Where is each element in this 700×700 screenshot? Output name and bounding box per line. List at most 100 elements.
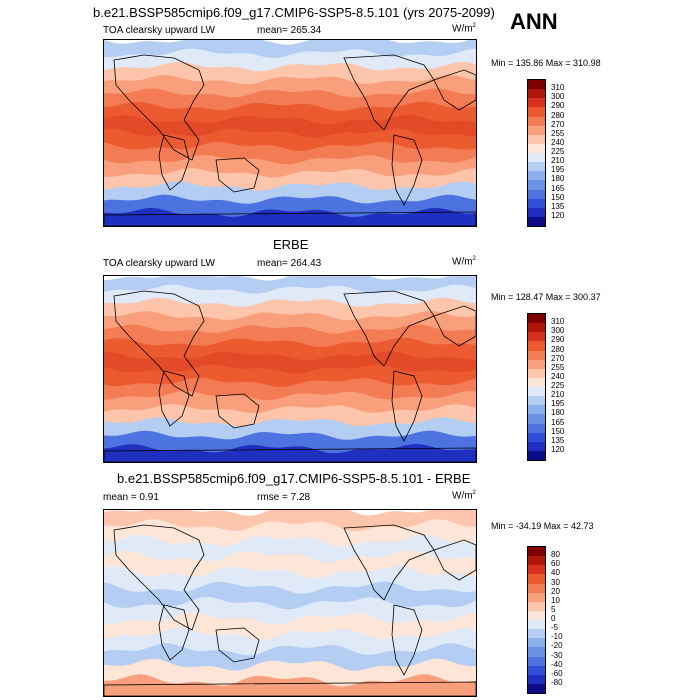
- colorbar-swatch: [528, 350, 545, 360]
- colorbar-label: -30: [551, 650, 563, 660]
- coastline: [104, 211, 476, 226]
- coastline: [158, 604, 190, 661]
- coastline: [104, 447, 476, 462]
- map-svg-2: [104, 276, 476, 462]
- colorbar-label: 20: [551, 586, 560, 596]
- colorbar-swatch: [528, 323, 545, 333]
- colorbar-label: 210: [551, 390, 565, 400]
- colorbar-swatch: [528, 171, 545, 181]
- panel1-mean: mean= 265.34: [257, 25, 322, 36]
- coastline: [104, 681, 476, 696]
- colorbar-label: -10: [551, 632, 563, 642]
- colorbar-label: 150: [551, 426, 565, 436]
- colorbar-swatch: [528, 359, 545, 369]
- map-svg-3: [104, 510, 476, 696]
- coastline: [215, 393, 260, 429]
- colorbar-label: 0: [551, 614, 556, 623]
- colorbar-swatch: [528, 216, 545, 226]
- colorbar-swatch: [528, 314, 545, 324]
- panel3-mean: mean = 0.91: [103, 492, 159, 503]
- colorbar-swatch: [528, 441, 545, 451]
- colorbar-label: 120: [551, 210, 565, 220]
- colorbar-label: 310: [551, 317, 565, 327]
- colorbar-label: 255: [551, 362, 565, 372]
- coastline: [158, 134, 190, 191]
- colorbar-label: -80: [551, 677, 563, 687]
- map-panel-3: [103, 509, 477, 697]
- coastline: [158, 370, 190, 427]
- panel1-variable: TOA clearsky upward LW: [103, 25, 215, 36]
- colorbar-swatch: [528, 207, 545, 217]
- colorbar-swatch: [528, 98, 545, 108]
- colorbar-label: 5: [551, 604, 556, 614]
- colorbar-label: 270: [551, 119, 565, 129]
- colorbar-swatch: [528, 583, 545, 593]
- colorbar-swatch: [528, 189, 545, 199]
- colorbar-label: -60: [551, 668, 563, 678]
- colorbar-label: 165: [551, 183, 565, 193]
- coastline: [433, 539, 476, 581]
- panel2-minmax: Min = 128.47 Max = 300.37: [491, 292, 601, 302]
- panel3-units: W/m2: [452, 490, 476, 502]
- colorbar-swatch: [528, 387, 545, 397]
- colorbar-swatch: [528, 107, 545, 117]
- colorbar-label: 180: [551, 174, 565, 184]
- colorbar-swatch: [528, 565, 545, 575]
- colorbar-label: 225: [551, 147, 565, 156]
- colorbar-label: 290: [551, 335, 565, 345]
- colorbar-1: [527, 79, 546, 227]
- map-field-band: [104, 674, 476, 696]
- colorbar-swatch: [528, 125, 545, 135]
- coastline: [433, 69, 476, 111]
- colorbar-swatch: [528, 162, 545, 172]
- colorbar-label: -40: [551, 659, 563, 669]
- colorbar-label: 270: [551, 353, 565, 363]
- colorbar-swatch: [528, 80, 545, 90]
- colorbar-label: 150: [551, 192, 565, 202]
- colorbar-label: 210: [551, 156, 565, 166]
- colorbar-swatch: [528, 180, 545, 190]
- colorbar-label: 300: [551, 92, 565, 102]
- colorbar-swatch: [528, 547, 545, 557]
- colorbar-swatch: [528, 396, 545, 406]
- colorbar-swatch: [528, 143, 545, 153]
- colorbar-swatch: [528, 647, 545, 657]
- colorbar-swatch: [528, 638, 545, 648]
- coastline: [343, 290, 435, 367]
- map-field-band: [104, 207, 476, 226]
- colorbar-label: 195: [551, 399, 565, 409]
- map-svg-1: [104, 40, 476, 226]
- colorbar-label: 165: [551, 417, 565, 427]
- coastline: [113, 524, 205, 631]
- coastline: [215, 157, 260, 193]
- colorbar-swatch: [528, 610, 545, 620]
- colorbar-label: 195: [551, 165, 565, 175]
- panel3-title: b.e21.BSSP585cmip6.f09_g17.CMIP6-SSP5-8.…: [117, 471, 471, 486]
- colorbar-swatch: [528, 674, 545, 684]
- colorbar-label: 240: [551, 371, 565, 381]
- colorbar-swatch: [528, 89, 545, 99]
- colorbar-label: 300: [551, 326, 565, 336]
- colorbar-swatch: [528, 450, 545, 460]
- colorbar-label: 10: [551, 595, 560, 605]
- colorbar-label: 135: [551, 201, 565, 211]
- colorbar-label: 290: [551, 101, 565, 111]
- coastline: [433, 305, 476, 347]
- panel2-title: ERBE: [273, 237, 309, 252]
- colorbar-label: -20: [551, 641, 563, 651]
- colorbar-swatch: [528, 405, 545, 415]
- colorbar-swatch: [528, 601, 545, 611]
- colorbar-swatch: [528, 683, 545, 693]
- coastline: [343, 54, 435, 131]
- colorbar-swatch: [528, 556, 545, 566]
- map-panel-2: [103, 275, 477, 463]
- colorbar-swatch: [528, 153, 545, 163]
- colorbar-label: 280: [551, 344, 565, 354]
- colorbar-swatch: [528, 574, 545, 584]
- colorbar-label: 80: [551, 550, 560, 560]
- colorbar-swatch: [528, 656, 545, 666]
- colorbar-swatch: [528, 341, 545, 351]
- coastline: [113, 54, 205, 161]
- colorbar-label: 40: [551, 568, 560, 578]
- coastline: [391, 604, 423, 676]
